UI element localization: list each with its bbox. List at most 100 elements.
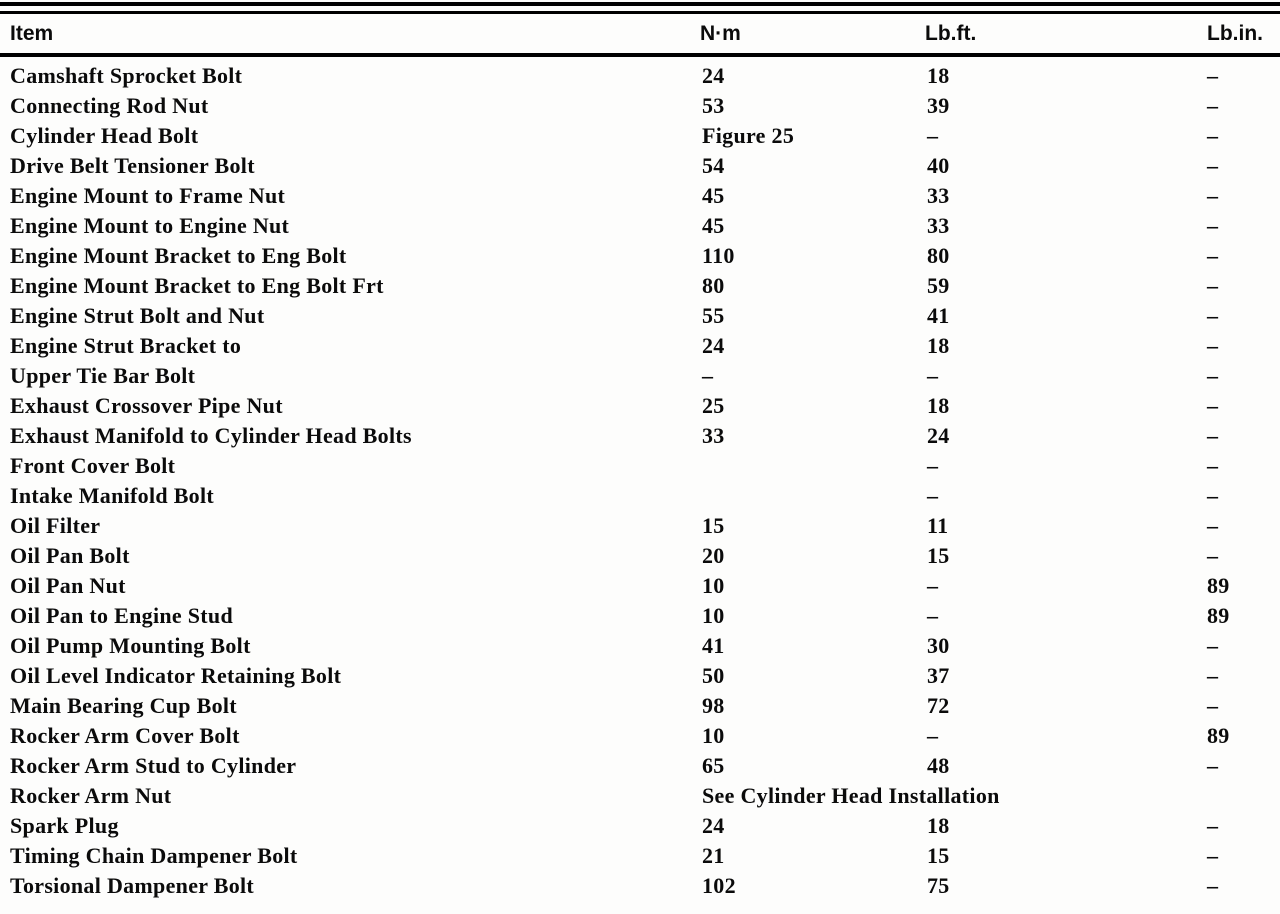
lbin-cell: –: [1207, 693, 1219, 718]
item-cell: Engine Mount Bracket to Eng Bolt: [10, 243, 347, 268]
header-lbft: Lb.ft.: [925, 14, 1205, 57]
nm-cell: 65: [702, 753, 725, 778]
torque-spec-table: Item N·m Lb.ft. Lb.in. Camshaft Sprocket…: [0, 14, 1280, 901]
lbft-cell: 75: [927, 873, 950, 898]
item-cell: Main Bearing Cup Bolt: [10, 693, 237, 718]
header-row: Item N·m Lb.ft. Lb.in.: [0, 14, 1280, 57]
table-row: Torsional Dampener Bolt 102 75 –: [0, 871, 1280, 901]
lbin-cell: –: [1207, 393, 1219, 418]
lbft-cell: –: [927, 603, 939, 628]
table-row: Engine Strut Bolt and Nut 55 41 –: [0, 301, 1280, 331]
lbin-cell: 89: [1207, 603, 1230, 628]
table-row: Oil Level Indicator Retaining Bolt 50 37 –: [0, 661, 1280, 691]
nm-cell: 45: [702, 213, 725, 238]
lbft-cell: 18: [927, 813, 950, 838]
lbin-cell: –: [1207, 153, 1219, 178]
nm-cell: 10: [702, 573, 725, 598]
lbft-cell: 18: [927, 63, 950, 88]
item-cell: Front Cover Bolt: [10, 453, 176, 478]
item-cell: Oil Pan Bolt: [10, 543, 130, 568]
item-cell: Rocker Arm Cover Bolt: [10, 723, 240, 748]
item-cell: Oil Pan Nut: [10, 573, 126, 598]
lbft-cell: 11: [927, 513, 949, 538]
lbft-cell: 39: [927, 93, 950, 118]
top-rule-outer: [0, 2, 1280, 6]
top-rule-inner: [0, 11, 1280, 14]
table-row: Rocker Arm Nut See Cylinder Head Installa…: [0, 781, 1280, 811]
table-row: Front Cover Bolt – –: [0, 451, 1280, 481]
lbft-cell: 40: [927, 153, 950, 178]
lbft-cell: 18: [927, 333, 950, 358]
lbin-cell: –: [1207, 513, 1219, 538]
table-row: Oil Pan Nut 10 – 89: [0, 571, 1280, 601]
item-cell: Connecting Rod Nut: [10, 93, 209, 118]
table-row: Engine Mount to Frame Nut 45 33 –: [0, 181, 1280, 211]
nm-cell: 20: [702, 543, 725, 568]
lbin-cell: –: [1207, 213, 1219, 238]
item-cell: Camshaft Sprocket Bolt: [10, 63, 243, 88]
table-row: Intake Manifold Bolt – –: [0, 481, 1280, 511]
nm-cell: 21: [702, 843, 725, 868]
lbin-cell: –: [1207, 633, 1219, 658]
nm-cell: 24: [702, 63, 725, 88]
table-row: Drive Belt Tensioner Bolt 54 40 –: [0, 151, 1280, 181]
nm-cell: 15: [702, 513, 725, 538]
item-cell: Drive Belt Tensioner Bolt: [10, 153, 255, 178]
lbft-cell: 41: [927, 303, 950, 328]
spanning-value-cell: See Cylinder Head Installation: [702, 783, 1000, 808]
table-row: Engine Strut Bracket to 24 18 –: [0, 331, 1280, 361]
item-cell: Engine Strut Bolt and Nut: [10, 303, 265, 328]
lbft-cell: 24: [927, 423, 950, 448]
item-cell: Spark Plug: [10, 813, 119, 838]
lbft-cell: 33: [927, 183, 950, 208]
lbft-cell: 18: [927, 393, 950, 418]
nm-cell: 33: [702, 423, 725, 448]
header-item: Item: [0, 14, 700, 57]
item-cell: Engine Mount Bracket to Eng Bolt Frt: [10, 273, 384, 298]
lbin-cell: –: [1207, 243, 1219, 268]
item-cell: Intake Manifold Bolt: [10, 483, 215, 508]
lbft-cell: 48: [927, 753, 950, 778]
item-cell: Oil Pan to Engine Stud: [10, 603, 233, 628]
table-row: Engine Mount to Engine Nut 45 33 –: [0, 211, 1280, 241]
lbin-cell: 89: [1207, 573, 1230, 598]
nm-cell: 45: [702, 183, 725, 208]
lbft-cell: 72: [927, 693, 950, 718]
item-cell: Oil Filter: [10, 513, 101, 538]
lbft-cell: 30: [927, 633, 950, 658]
table-row: Engine Mount Bracket to Eng Bolt 110 80 –: [0, 241, 1280, 271]
lbft-cell: –: [927, 363, 939, 388]
item-cell: Exhaust Manifold to Cylinder Head Bolts: [10, 423, 412, 448]
table-header: Item N·m Lb.ft. Lb.in.: [0, 14, 1280, 57]
item-cell: Oil Pump Mounting Bolt: [10, 633, 251, 658]
torque-table-body: Camshaft Sprocket Bolt 24 18 – Connecting Ro…: [0, 55, 1280, 901]
lbft-cell: –: [927, 483, 939, 508]
table-row: Oil Pan Bolt 20 15 –: [0, 541, 1280, 571]
nm-cell: [700, 451, 925, 481]
header-nm: N·m: [700, 14, 925, 57]
lbin-cell: –: [1207, 753, 1219, 778]
lbin-cell: –: [1207, 423, 1219, 448]
nm-cell: 102: [702, 873, 736, 898]
nm-cell: 55: [702, 303, 725, 328]
table-row: Oil Pump Mounting Bolt 41 30 –: [0, 631, 1280, 661]
item-cell: Cylinder Head Bolt: [10, 123, 199, 148]
item-cell: Engine Strut Bracket to: [10, 333, 242, 358]
lbin-cell: –: [1207, 123, 1219, 148]
nm-cell: 80: [702, 273, 725, 298]
lbin-cell: 89: [1207, 723, 1230, 748]
nm-cell: 10: [702, 603, 725, 628]
lbft-cell: –: [927, 573, 939, 598]
nm-cell: 41: [702, 633, 725, 658]
nm-cell: Figure 25: [702, 123, 795, 148]
lbin-cell: –: [1207, 183, 1219, 208]
table-row: Exhaust Crossover Pipe Nut 25 18 –: [0, 391, 1280, 421]
item-cell: Torsional Dampener Bolt: [10, 873, 255, 898]
table-row: Camshaft Sprocket Bolt 24 18 –: [0, 55, 1280, 91]
lbft-cell: 15: [927, 543, 950, 568]
lbin-cell: –: [1207, 303, 1219, 328]
lbft-cell: 37: [927, 663, 950, 688]
lbft-cell: 80: [927, 243, 950, 268]
lbin-cell: –: [1207, 273, 1219, 298]
